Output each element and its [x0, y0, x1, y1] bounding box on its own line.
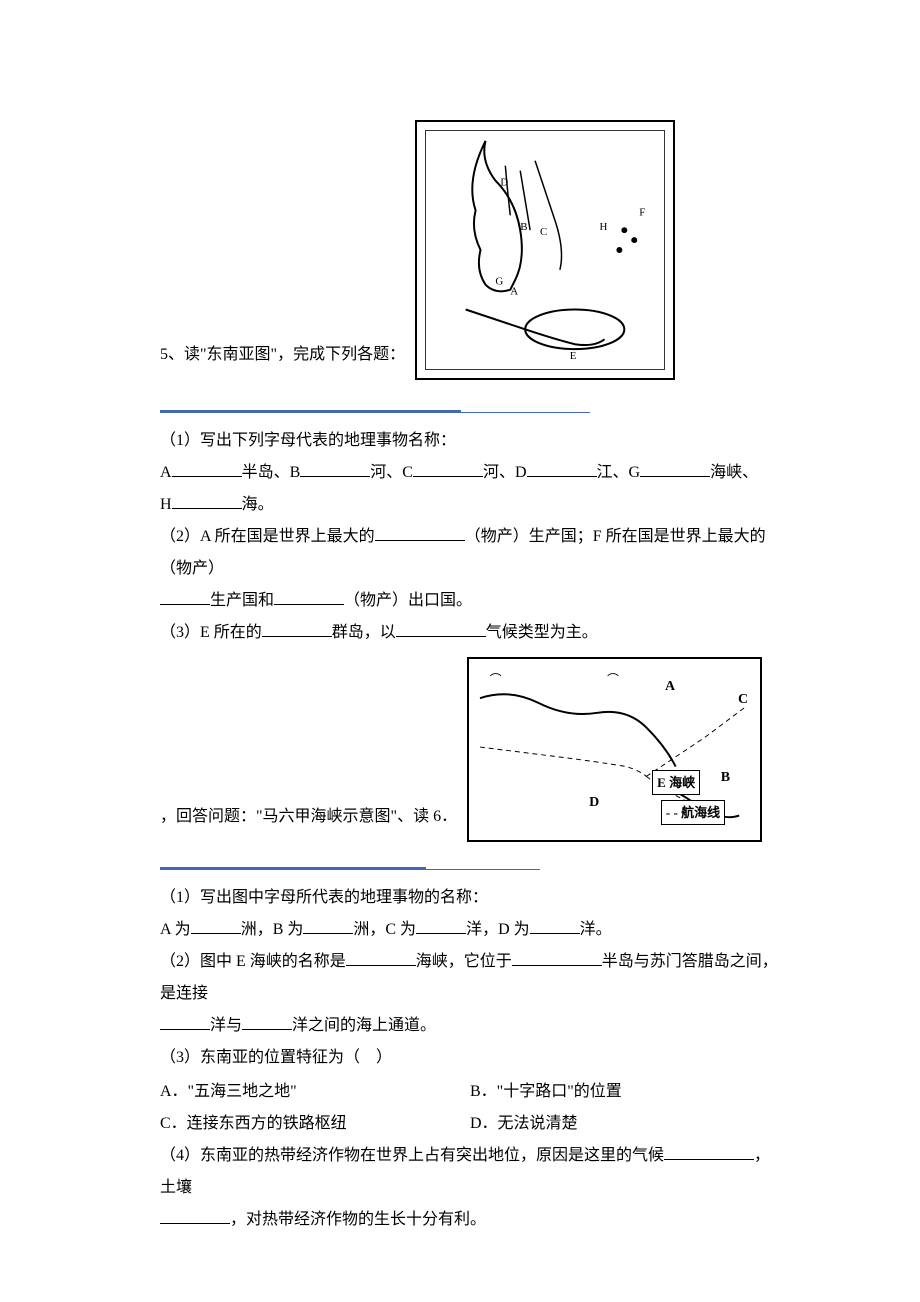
svg-text:H: H — [600, 221, 608, 233]
q6-blank-strait[interactable] — [346, 947, 416, 966]
svg-text:A: A — [510, 286, 518, 298]
q6-blank-b[interactable] — [303, 915, 353, 934]
q5-content: （1）写出下列字母代表的地理事物名称： A 半岛、B 河、C 河、D 江、G 海峡、 H 海… — [160, 425, 780, 649]
svg-text:E: E — [570, 350, 577, 362]
blank-b[interactable] — [300, 458, 370, 477]
q6-options: A．"五海三地之地" B．"十字路口"的位置 C．连接东西方的铁路枢纽 D．无法… — [160, 1076, 780, 1140]
q6-blank-peninsula[interactable] — [512, 947, 602, 966]
text-h-suffix: 海。 — [242, 496, 274, 513]
q6-part4-line1: （4）东南亚的热带经济作物在世界上占有突出地位，原因是这里的气候， 土壤 — [160, 1140, 780, 1204]
svg-text:⌒: ⌒ — [490, 673, 502, 686]
q6-a-suffix: 洲，B 为 — [241, 921, 304, 938]
malacca-strait-map: ⌒ ⌒ A B C D E 海峡 - - 航海线 — [467, 657, 762, 842]
blank-a[interactable] — [172, 458, 242, 477]
svg-text:B: B — [520, 221, 527, 233]
option-row-1: A．"五海三地之地" B．"十字路口"的位置 — [160, 1076, 780, 1108]
q5-part1-label: （1）写出下列字母代表的地理事物名称： — [160, 425, 780, 457]
map-label-e-strait: E 海峡 — [652, 770, 700, 795]
svg-text:⌒: ⌒ — [607, 673, 619, 686]
q5-part1-line1: A 半岛、B 河、C 河、D 江、G 海峡、 — [160, 457, 780, 489]
q6-blank-a[interactable] — [191, 915, 241, 934]
q5-p2-l2-mid: 生产国和 — [210, 592, 274, 609]
svg-text:F: F — [639, 206, 645, 218]
text-h: H — [160, 496, 172, 513]
blank-g[interactable] — [640, 458, 710, 477]
q6-content: （1）写出图中字母所代表的地理事物的名称： A 为 洲，B 为 洲，C 为 洋，D 为… — [160, 882, 780, 1236]
question5-intro: 5、读"东南亚图"，完成下列各题： D B C G A H F E — [160, 120, 780, 380]
text-a: A — [160, 464, 172, 481]
q6-blank-soil[interactable] — [160, 1205, 230, 1224]
option-b[interactable]: B．"十字路口"的位置 — [470, 1076, 780, 1108]
q6-b-suffix: 洲，C 为 — [353, 921, 416, 938]
q5-part1-line2: H 海。 — [160, 489, 780, 521]
text-a-suffix: 半岛、B — [242, 464, 301, 481]
q6-blank-ocean2[interactable] — [242, 1011, 292, 1030]
question6-intro: ，回答问题："马六甲海峡示意图"、读 6． ⌒ ⌒ A B C D E 海峡 -… — [160, 657, 780, 842]
q6-p2-l2-suffix: 洋之间的海上通道。 — [292, 1017, 436, 1034]
q6-blank-ocean1[interactable] — [160, 1011, 210, 1030]
blank-d[interactable] — [527, 458, 597, 477]
blank-product3[interactable] — [274, 586, 344, 605]
q5-p3-mid: 群岛，以 — [332, 624, 396, 641]
q6-p4-prefix: （4）东南亚的热带经济作物在世界上占有突出地位，原因是这里的气候 — [160, 1147, 664, 1164]
q5-p3-suffix: 气候类型为主。 — [486, 624, 598, 641]
text-d-suffix: 江、G — [597, 464, 641, 481]
map-letter-a: A — [665, 674, 675, 699]
q5-part2-line2: 生产国和 （物产）出口国。 — [160, 585, 780, 617]
blank-product1[interactable] — [375, 522, 465, 541]
blank-climate[interactable] — [396, 618, 486, 637]
q5-part3: （3）E 所在的 群岛，以 气候类型为主。 — [160, 617, 780, 649]
text-g-suffix: 海峡、 — [710, 464, 758, 481]
q6-blank-d[interactable] — [530, 915, 580, 934]
q5-p2-l2-suffix: （物产）出口国。 — [344, 592, 472, 609]
q6-blank-climate2[interactable] — [664, 1141, 754, 1160]
map-letter-b: B — [721, 765, 730, 790]
q5-p2-prefix: （2）A 所在国是世界上最大的 — [160, 528, 375, 545]
divider-1 — [160, 410, 590, 413]
option-a[interactable]: A．"五海三地之地" — [160, 1076, 470, 1108]
q6-part3-label: （3）东南亚的位置特征为（ ） — [160, 1042, 780, 1074]
q6-intro-text: ，回答问题："马六甲海峡示意图"、读 6． — [160, 803, 457, 842]
blank-h[interactable] — [172, 490, 242, 509]
q6-p4-suffix: ，对热带经济作物的生长十分有利。 — [230, 1211, 486, 1228]
map-inner-border: D B C G A H F E — [425, 130, 665, 370]
map-label-route: - - 航海线 — [661, 800, 725, 825]
svg-text:C: C — [540, 226, 547, 238]
map-sketch-svg: D B C G A H F E — [426, 131, 664, 369]
q6-text-a: A 为 — [160, 921, 191, 938]
svg-text:G: G — [495, 276, 503, 288]
text-c-suffix: 河、D — [483, 464, 527, 481]
svg-text:D: D — [500, 177, 508, 189]
divider-2 — [160, 867, 540, 870]
southeast-asia-map: D B C G A H F E — [415, 120, 675, 380]
option-row-2: C．连接东西方的铁路枢纽 D．无法说清楚 — [160, 1108, 780, 1140]
blank-product2[interactable] — [160, 586, 210, 605]
blank-c[interactable] — [413, 458, 483, 477]
map-letter-c: C — [738, 687, 748, 712]
q6-part4-line2: ，对热带经济作物的生长十分有利。 — [160, 1204, 780, 1236]
q6-p2-mid1: 海峡，它位于 — [416, 953, 512, 970]
q5-part2-line1: （2）A 所在国是世界上最大的（物产）生产国；F 所在国是世界上最大的（物产） — [160, 521, 780, 585]
q5-intro-text: 5、读"东南亚图"，完成下列各题： — [160, 341, 405, 380]
map-letter-d: D — [589, 790, 599, 815]
q6-p2-prefix: （2）图中 E 海峡的名称是 — [160, 953, 346, 970]
q6-c-suffix: 洋，D 为 — [466, 921, 530, 938]
q6-blank-c[interactable] — [416, 915, 466, 934]
q6-d-suffix: 洋。 — [580, 921, 612, 938]
option-c[interactable]: C．连接东西方的铁路枢纽 — [160, 1108, 470, 1140]
q6-part2-line2: 洋与 洋之间的海上通道。 — [160, 1010, 780, 1042]
q5-p3-prefix: （3）E 所在的 — [160, 624, 262, 641]
option-d[interactable]: D．无法说清楚 — [470, 1108, 780, 1140]
q6-part1-label: （1）写出图中字母所代表的地理事物的名称： — [160, 882, 780, 914]
text-b-suffix: 河、C — [370, 464, 413, 481]
q6-part2-line1: （2）图中 E 海峡的名称是海峡，它位于半岛与苏门答腊岛之间，是连接 — [160, 946, 780, 1010]
q6-part1-line: A 为 洲，B 为 洲，C 为 洋，D 为 洋。 — [160, 914, 780, 946]
q6-p2-l2-mid: 洋与 — [210, 1017, 242, 1034]
blank-islands[interactable] — [262, 618, 332, 637]
